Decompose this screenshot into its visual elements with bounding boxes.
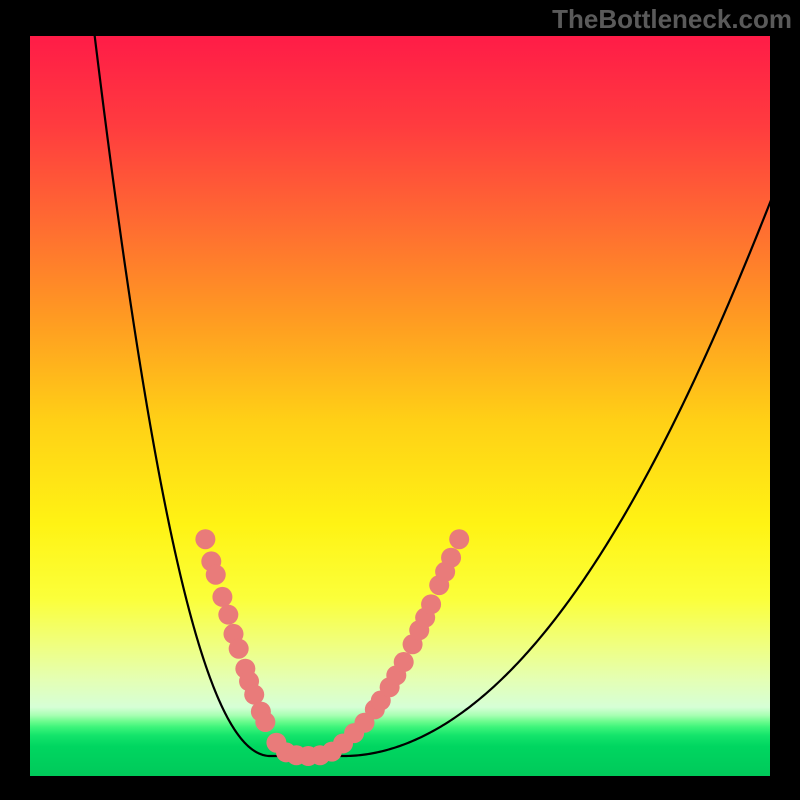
marker-dot <box>212 587 232 607</box>
marker-dot <box>449 529 469 549</box>
marker-dot <box>441 548 461 568</box>
marker-dot <box>195 529 215 549</box>
marker-dot <box>229 639 249 659</box>
marker-dot <box>206 565 226 585</box>
bottleneck-chart <box>0 0 800 800</box>
marker-dot <box>255 712 275 732</box>
marker-dot <box>244 685 264 705</box>
marker-dot <box>394 652 414 672</box>
marker-dot <box>218 605 238 625</box>
marker-dot <box>421 594 441 614</box>
watermark-text: TheBottleneck.com <box>552 4 792 35</box>
